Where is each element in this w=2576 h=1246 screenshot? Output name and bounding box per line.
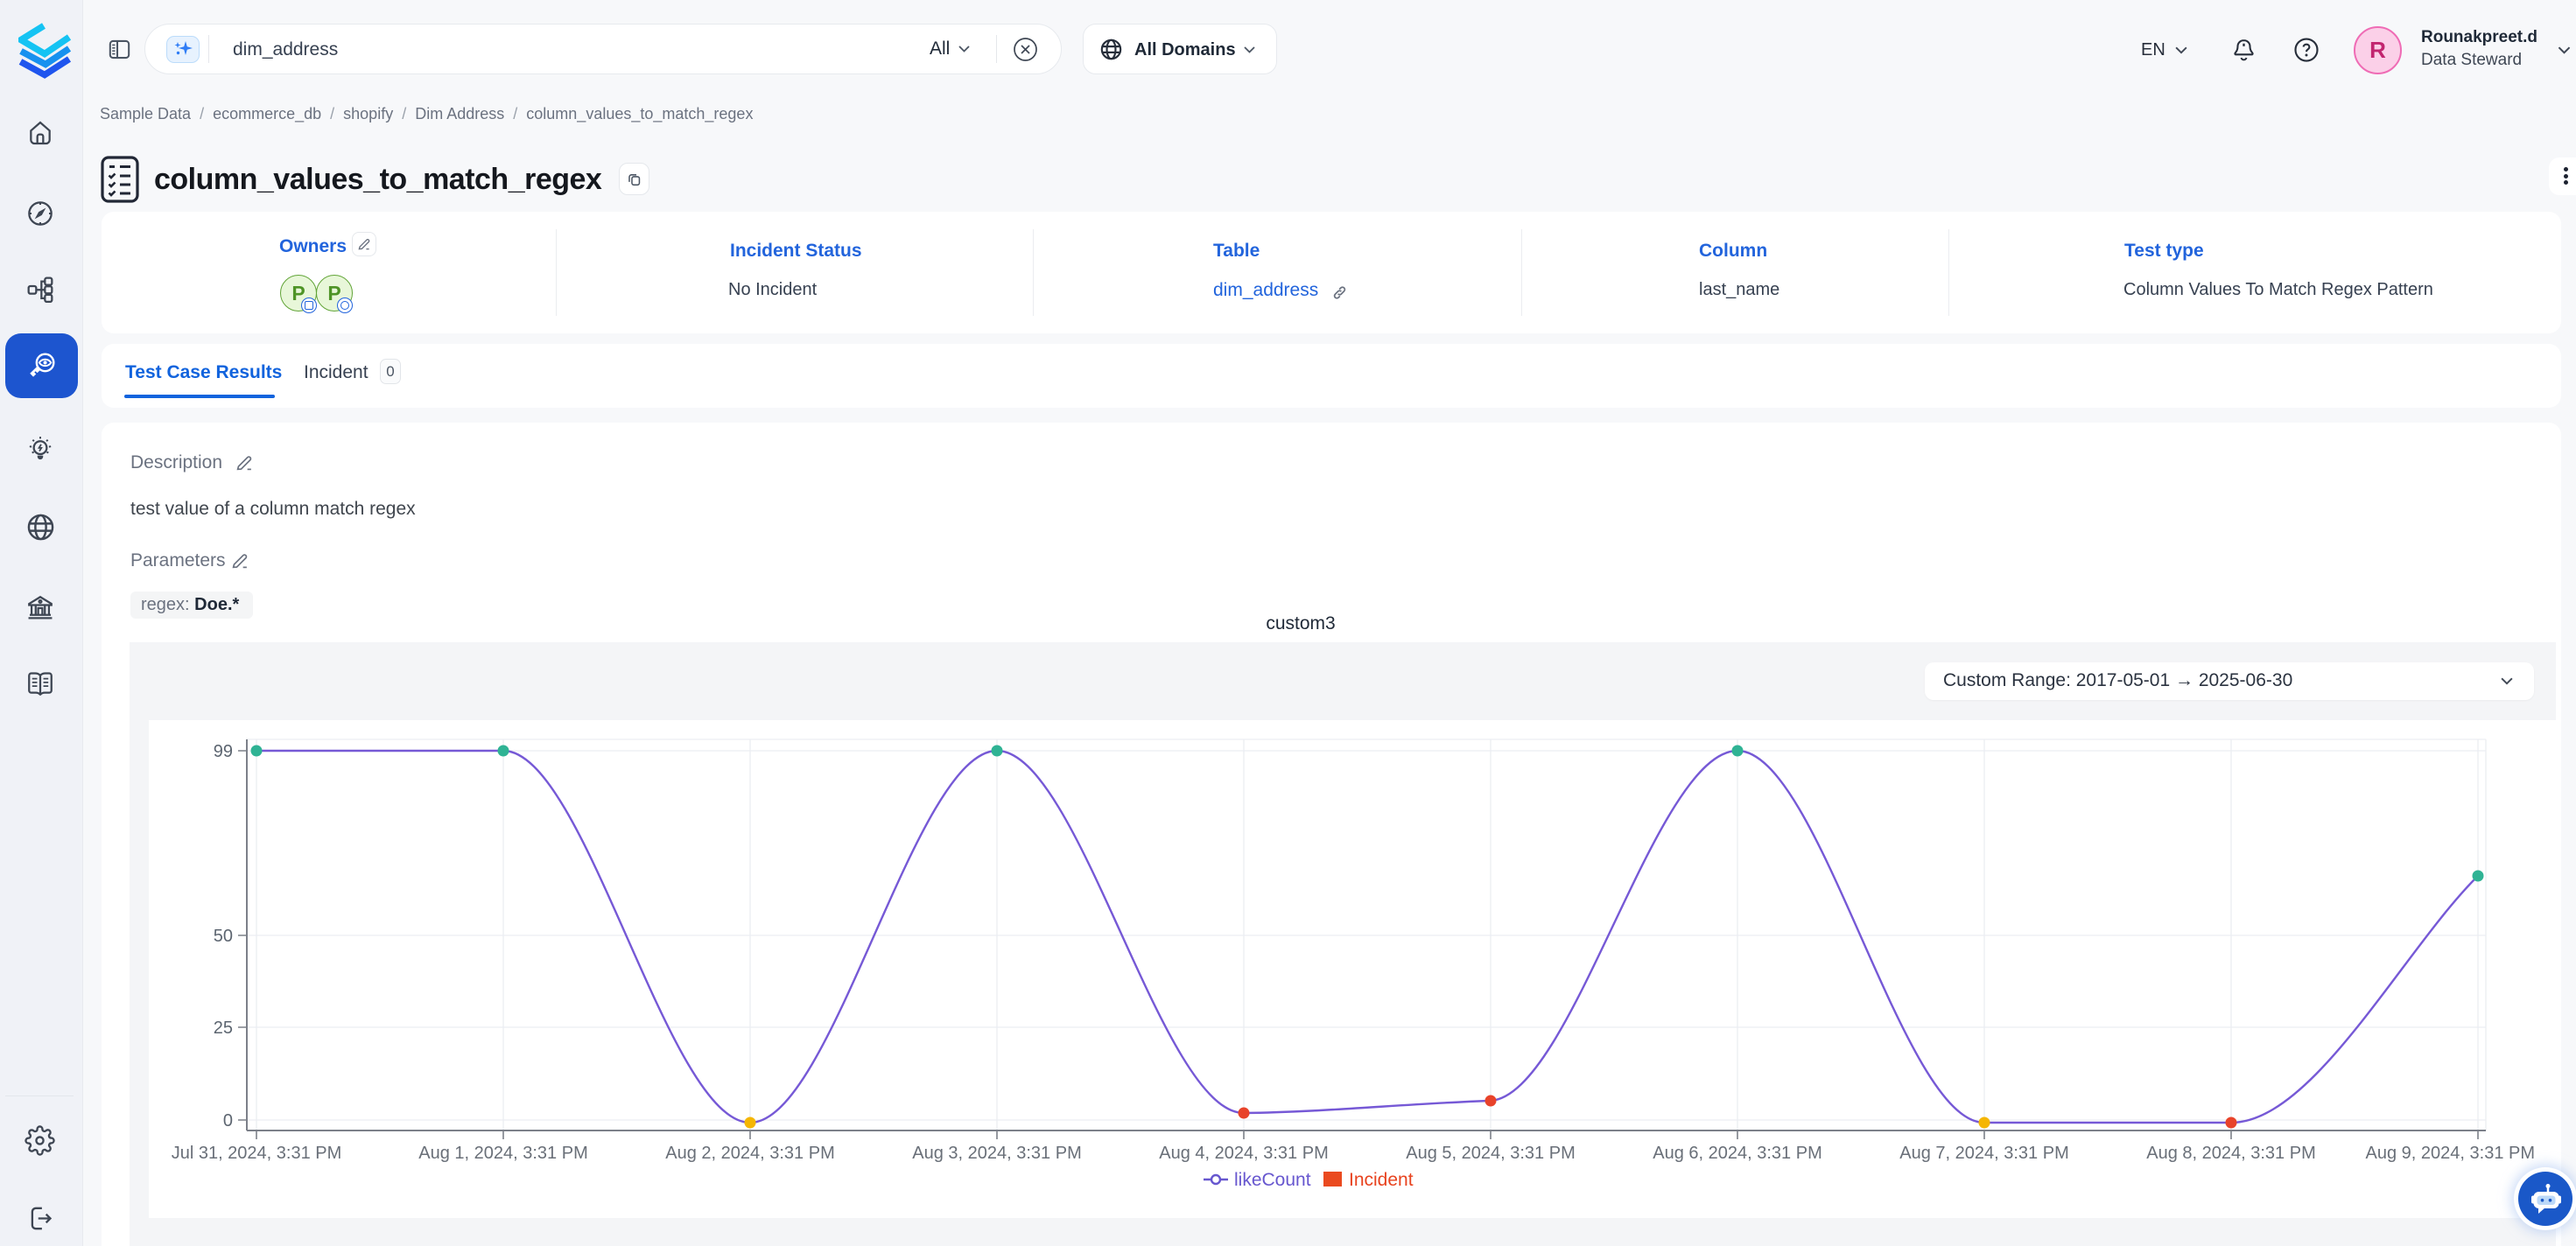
- svg-text:Aug 2, 2024, 3:31 PM: Aug 2, 2024, 3:31 PM: [665, 1144, 834, 1163]
- svg-text:Aug 4, 2024, 3:31 PM: Aug 4, 2024, 3:31 PM: [1159, 1144, 1328, 1163]
- svg-text:Incident: Incident: [1349, 1170, 1414, 1190]
- svg-text:Aug 7, 2024, 3:31 PM: Aug 7, 2024, 3:31 PM: [1899, 1144, 2068, 1163]
- svg-text:likeCount: likeCount: [1234, 1170, 1311, 1190]
- svg-text:50: 50: [214, 927, 233, 946]
- svg-text:Aug 9, 2024, 3:31 PM: Aug 9, 2024, 3:31 PM: [2366, 1144, 2535, 1163]
- svg-text:Aug 3, 2024, 3:31 PM: Aug 3, 2024, 3:31 PM: [912, 1144, 1081, 1163]
- svg-text:25: 25: [214, 1018, 233, 1038]
- svg-text:Jul 31, 2024, 3:31 PM: Jul 31, 2024, 3:31 PM: [172, 1144, 342, 1163]
- svg-text:Aug 1, 2024, 3:31 PM: Aug 1, 2024, 3:31 PM: [418, 1144, 587, 1163]
- svg-text:Aug 8, 2024, 3:31 PM: Aug 8, 2024, 3:31 PM: [2146, 1144, 2315, 1163]
- svg-text:Aug 5, 2024, 3:31 PM: Aug 5, 2024, 3:31 PM: [1406, 1144, 1575, 1163]
- svg-text:0: 0: [223, 1111, 233, 1130]
- svg-text:99: 99: [214, 742, 233, 761]
- svg-text:Aug 6, 2024, 3:31 PM: Aug 6, 2024, 3:31 PM: [1653, 1144, 1821, 1163]
